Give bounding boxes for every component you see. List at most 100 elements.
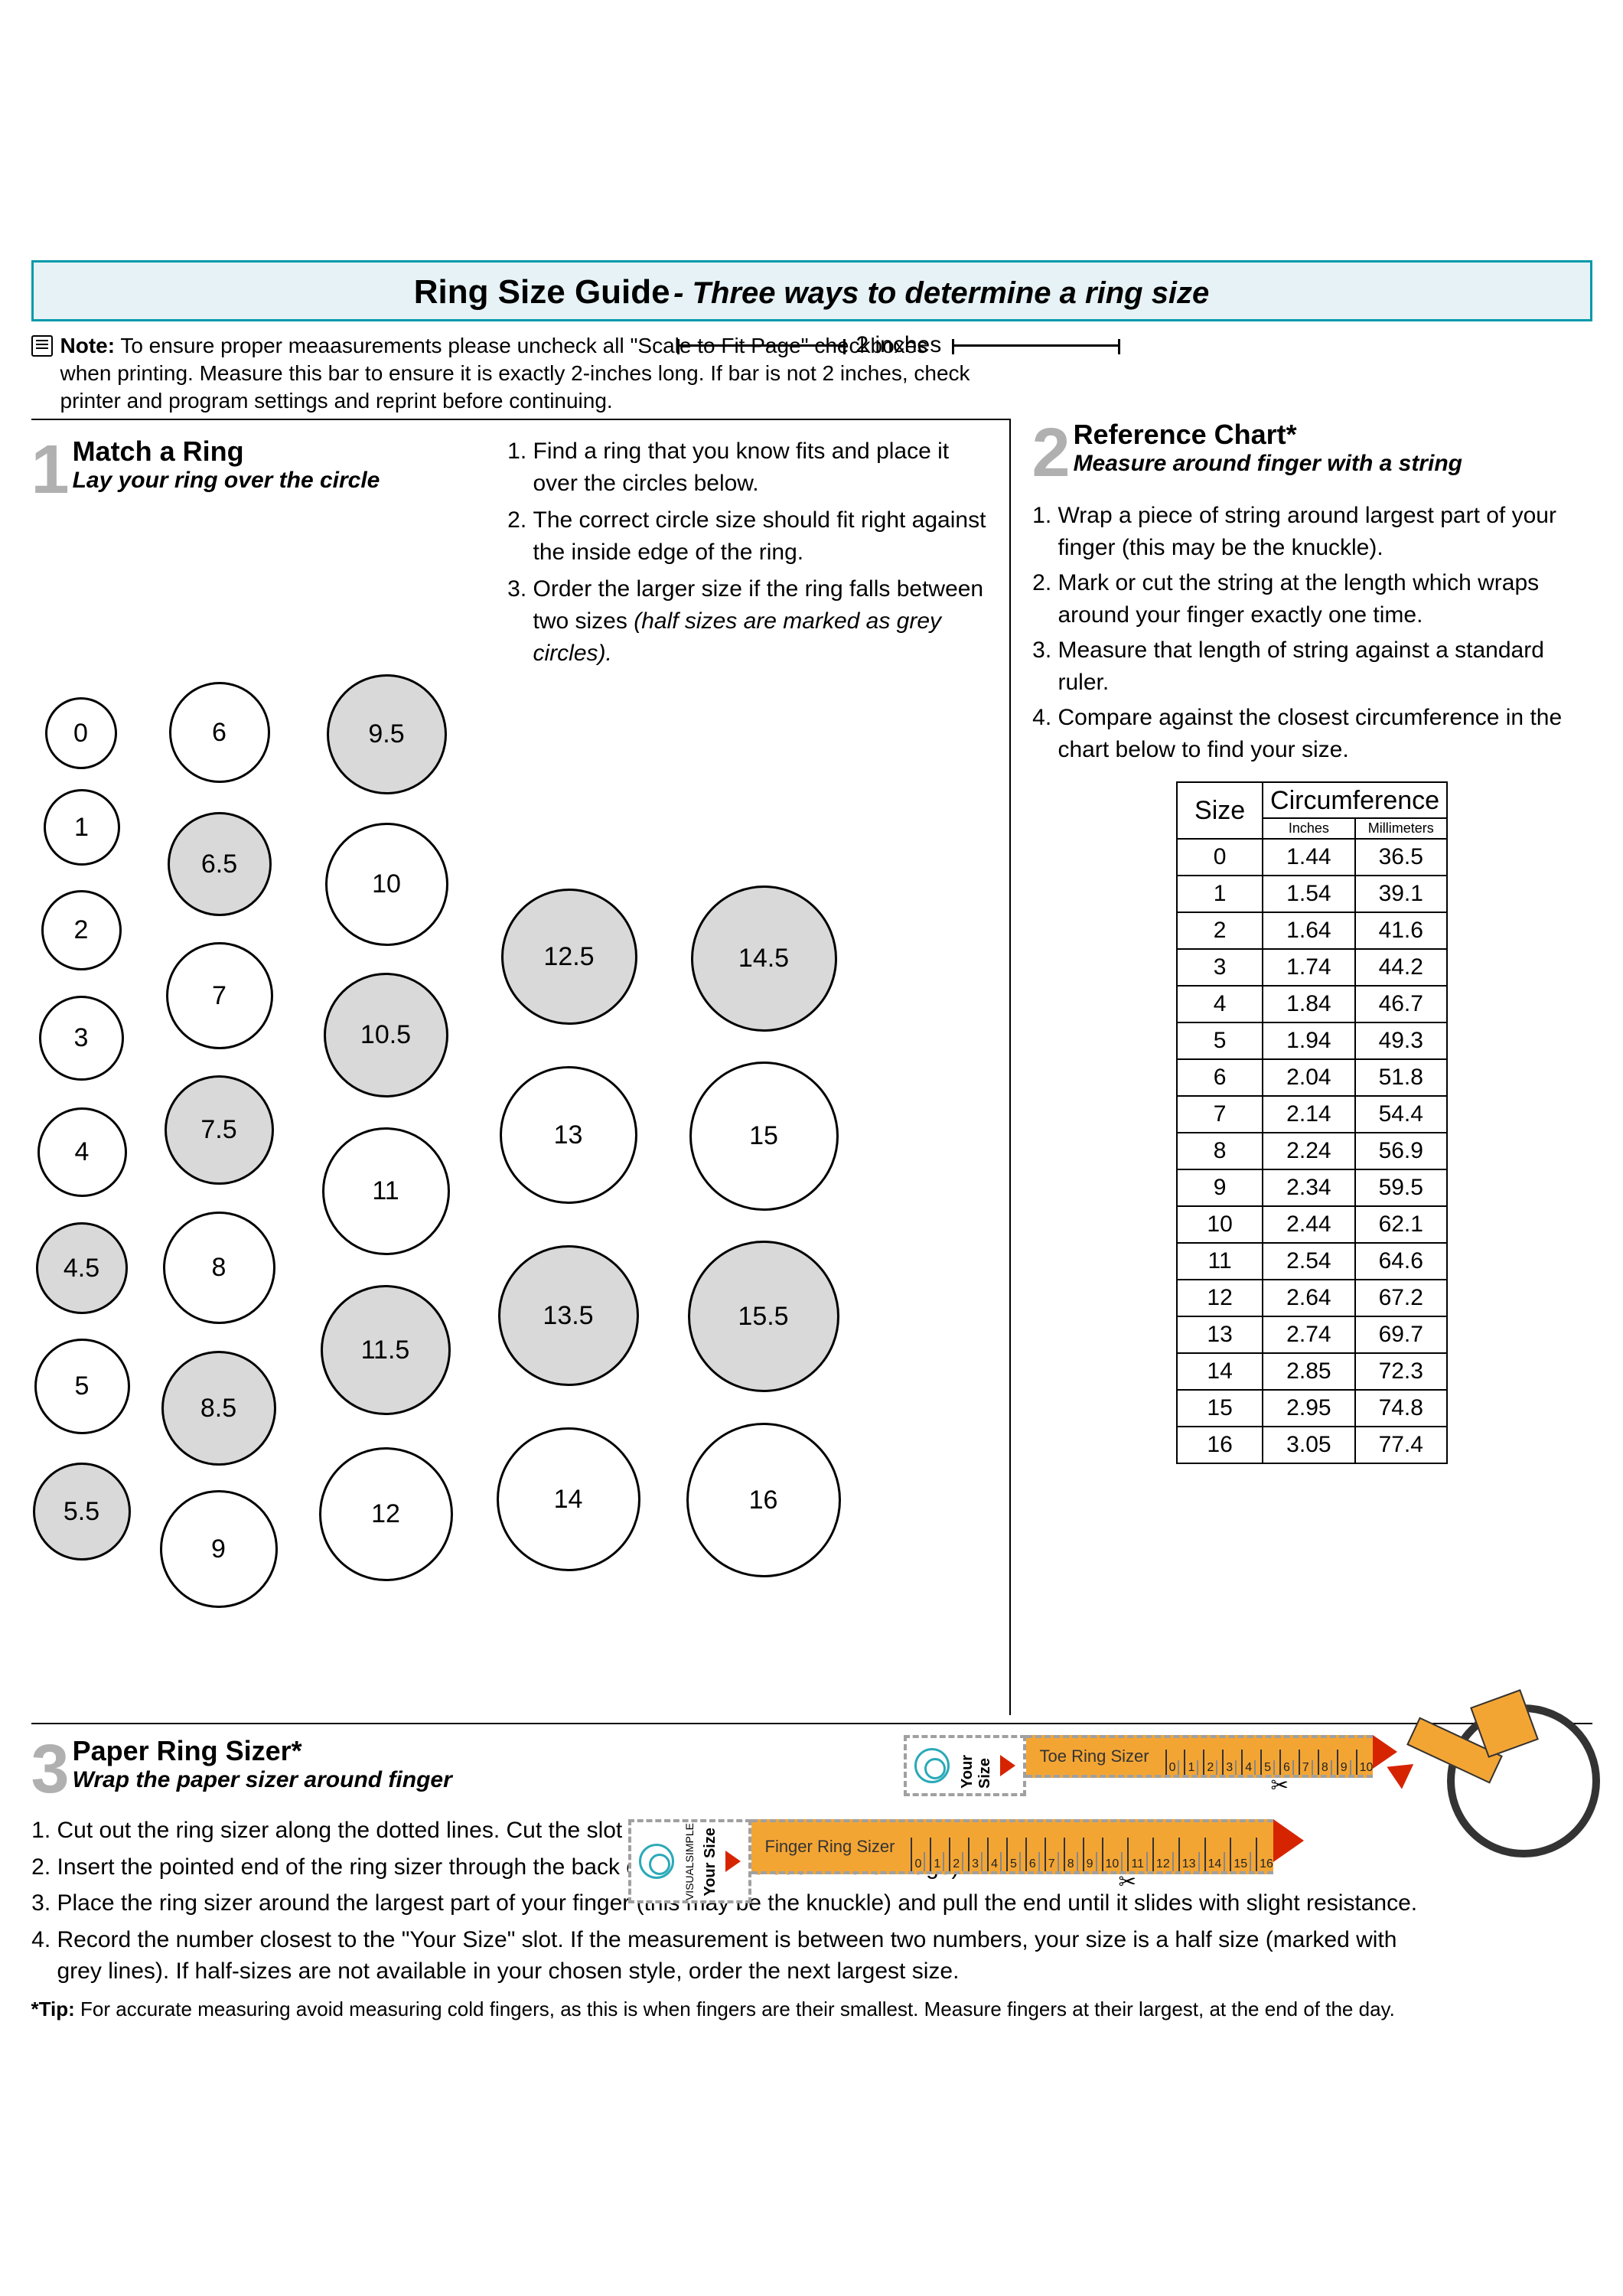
ring-circle: 7.5 [165,1075,274,1185]
scissors-icon: ✂ [1119,1869,1136,1894]
sec2-sub: Measure around finger with a string [1074,451,1462,477]
ring-circle: 14.5 [691,885,837,1032]
ring-circle: 4.5 [36,1222,128,1314]
red-arrow-icon [1000,1755,1015,1776]
ring-circle: 6 [169,682,270,783]
th-size: Size [1177,782,1263,839]
ring-circle: 16 [686,1423,841,1577]
brand-logo-icon [639,1844,674,1879]
page-title: Ring Size Guide [414,273,670,311]
section-2-head: 2 Reference Chart* Measure around finger… [1032,419,1592,488]
sec1-title: Match a Ring [73,435,380,468]
section-number-3: 3 [31,1735,67,1804]
ring-circle: 11 [322,1127,450,1255]
ring-wrap-illustration [1447,1704,1600,1857]
sec1-step: The correct circle size should fit right… [533,504,986,569]
ring-circle: 14 [497,1427,640,1571]
ring-circles-chart: 012344.555.566.577.588.599.51010.51111.5… [31,674,1009,1715]
sec2-step: Compare against the closest circumferenc… [1058,702,1592,766]
table-row: 152.9574.8 [1177,1390,1447,1427]
ring-circle: 12 [319,1447,453,1581]
table-row: 132.7469.7 [1177,1316,1447,1353]
scale-bar: 2 inches [666,332,1132,358]
ring-circle: 9 [160,1490,278,1608]
ring-circle: 4 [37,1107,127,1197]
th-mm: Millimeters [1355,818,1447,839]
table-row: 62.0451.8 [1177,1059,1447,1096]
ring-circle: 11.5 [321,1285,451,1415]
sec2-step: Wrap a piece of string around largest pa… [1058,500,1592,564]
table-row: 112.5464.6 [1177,1243,1447,1280]
table-row: 122.6467.2 [1177,1280,1447,1316]
th-inches: Inches [1263,818,1354,839]
table-row: 163.0577.4 [1177,1427,1447,1463]
ring-circle: 6.5 [168,812,272,916]
sizer-tip-icon [1273,1819,1304,1862]
header-bar: Ring Size Guide - Three ways to determin… [31,260,1592,321]
ring-circle: 1 [44,789,120,866]
sec2-title: Reference Chart* [1074,419,1462,451]
ring-circle: 8 [163,1212,275,1324]
ring-circle: 13.5 [498,1245,639,1386]
ring-circle: 8.5 [161,1351,276,1466]
red-arrow-icon [725,1851,741,1872]
sec3-sub: Wrap the paper sizer around finger [73,1767,452,1793]
table-row: 41.8446.7 [1177,986,1447,1022]
tip-line: *Tip: For accurate measuring avoid measu… [31,1998,1592,2021]
note-label: Note: [60,334,116,357]
sec2-step: Measure that length of string against a … [1058,634,1592,699]
sizer-ticks: 012345678910111213141516 [908,1822,1273,1871]
sec1-step: Find a ring that you know fits and place… [533,435,986,500]
section-1-head: 1 Match a Ring Lay your ring over the ci… [31,435,506,504]
sizer-ticks: 012345678910 [1163,1738,1374,1775]
table-row: 72.1454.4 [1177,1096,1447,1133]
scale-label: 2 inches [856,332,942,358]
ring-circle: 5 [34,1339,130,1434]
sec3-step: Record the number closest to the "Your S… [57,1924,1424,1988]
table-row: 31.7444.2 [1177,949,1447,986]
ring-circle: 9.5 [327,674,447,794]
sec2-steps: Wrap a piece of string around largest pa… [1032,500,1592,766]
scissors-icon: ✂ [1271,1773,1289,1798]
sec1-sub: Lay your ring over the circle [73,468,380,494]
ring-circle: 15.5 [688,1241,839,1392]
tip-label: *Tip: [31,1998,75,2020]
ring-circle: 7 [166,942,273,1049]
sec1-steps: Find a ring that you know fits and place… [506,435,986,670]
toe-ring-sizer: Your Size Toe Ring Sizer012345678910✂ [904,1735,1398,1796]
page-subtitle: - Three ways to determine a ring size [673,276,1209,310]
brand-label: VISUALSIMPLE [680,1823,699,1900]
ring-circle: 13 [500,1066,637,1204]
ring-circle: 10.5 [324,973,448,1097]
your-size-label: Your Size [956,1743,997,1789]
table-row: 11.5439.1 [1177,876,1447,912]
ring-circle: 2 [41,890,122,970]
sizer-tip-icon [1373,1735,1397,1769]
sizer-label: Toe Ring Sizer [1026,1746,1163,1766]
reference-chart-table: Size Circumference Inches Millimeters 01… [1176,781,1448,1464]
ring-circle: 12.5 [501,889,637,1025]
table-row: 82.2456.9 [1177,1133,1447,1169]
brand-logo-icon [914,1748,950,1783]
document-icon [31,335,53,357]
th-circ: Circumference [1263,782,1447,818]
table-row: 142.8572.3 [1177,1353,1447,1390]
sec2-step: Mark or cut the string at the length whi… [1058,567,1592,631]
sizer-label: Finger Ring Sizer [751,1837,909,1857]
table-row: 51.9449.3 [1177,1022,1447,1059]
table-row: 102.4462.1 [1177,1206,1447,1243]
section-number-2: 2 [1032,419,1067,488]
sec1-step: Order the larger size if the ring falls … [533,573,986,670]
ring-circle: 15 [689,1062,839,1211]
ring-circle: 3 [39,996,124,1081]
ring-circle: 10 [325,823,448,946]
section-3-head: 3 Paper Ring Sizer* Wrap the paper sizer… [31,1735,628,1804]
finger-ring-sizer: VISUALSIMPLEYour Size Finger Ring Sizer01… [628,1819,1304,1903]
ring-circle: 0 [45,697,117,769]
section-number-1: 1 [31,435,67,504]
your-size-label: Your Size [699,1828,722,1896]
sec3-title: Paper Ring Sizer* [73,1735,452,1767]
table-row: 01.4436.5 [1177,839,1447,876]
ring-circle: 5.5 [33,1463,131,1561]
tip-text: For accurate measuring avoid measuring c… [75,1998,1395,2020]
